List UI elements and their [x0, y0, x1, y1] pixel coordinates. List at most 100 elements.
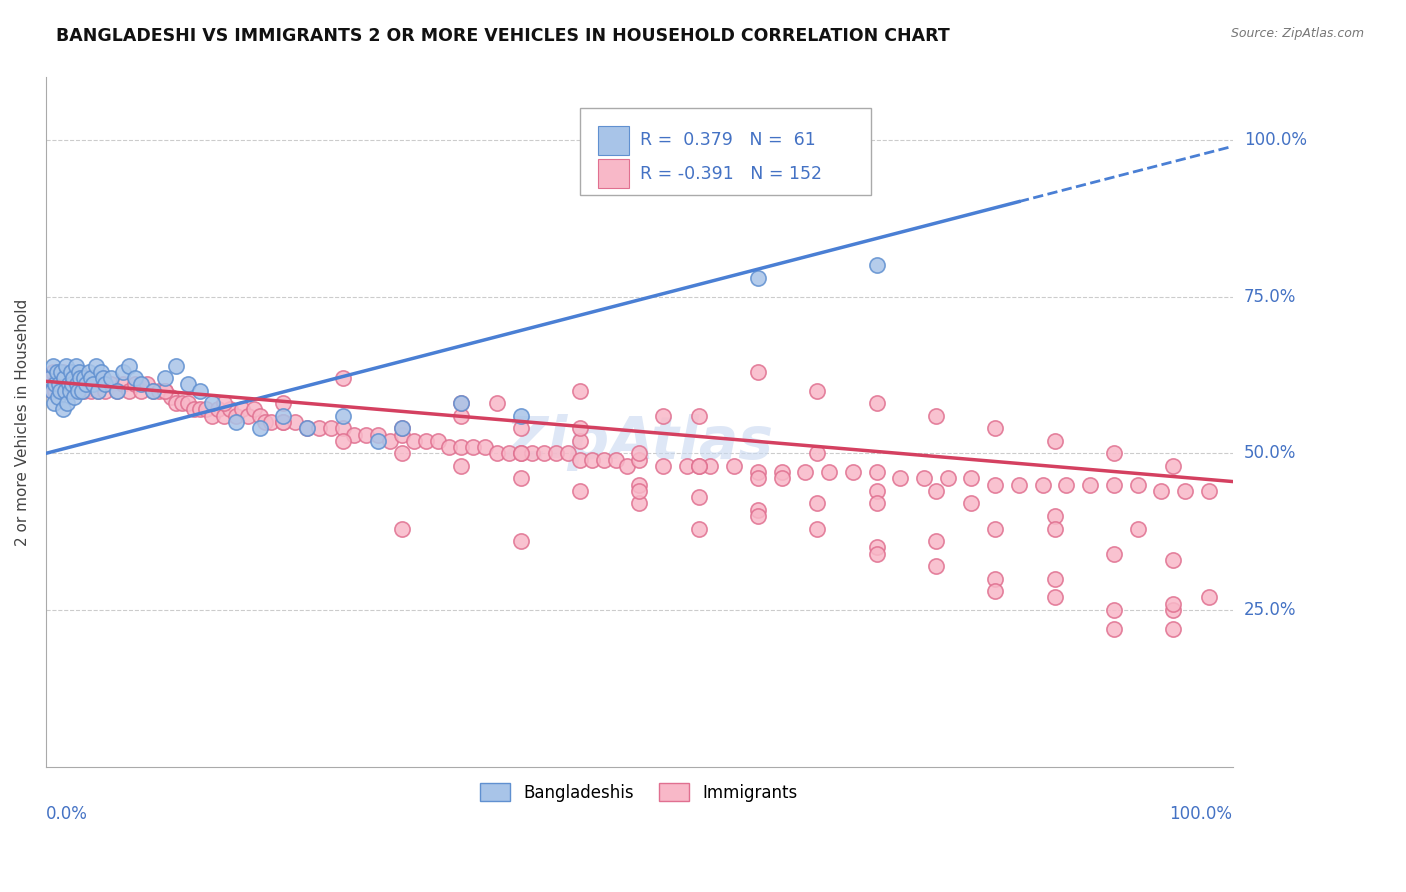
Point: [53, 377, 76, 392]
Point: [391, 421, 413, 435]
Point: [94, 384, 117, 398]
Point: [118, 359, 141, 373]
Point: [1102, 446, 1125, 460]
Text: 75.0%: 75.0%: [1244, 288, 1296, 306]
Point: [90, 365, 112, 379]
Point: [450, 440, 472, 454]
Point: [166, 396, 188, 410]
Point: [52, 402, 75, 417]
Point: [332, 434, 354, 448]
Point: [41, 384, 63, 398]
Point: [806, 522, 828, 536]
Point: [747, 465, 769, 479]
Point: [44, 377, 66, 392]
Point: [58, 377, 80, 392]
Point: [249, 421, 271, 435]
Point: [450, 396, 472, 410]
Point: [73, 371, 96, 385]
Point: [49, 371, 72, 385]
Point: [100, 371, 122, 385]
Point: [82, 377, 104, 392]
Point: [67, 365, 90, 379]
Point: [249, 409, 271, 423]
Point: [485, 446, 508, 460]
Point: [212, 396, 235, 410]
Point: [1043, 522, 1066, 536]
Point: [509, 534, 531, 549]
Point: [509, 421, 531, 435]
Point: [332, 421, 354, 435]
Point: [426, 434, 449, 448]
Point: [806, 446, 828, 460]
Point: [984, 584, 1007, 599]
Point: [509, 409, 531, 423]
Point: [818, 465, 841, 479]
Point: [100, 377, 122, 392]
Text: 50.0%: 50.0%: [1244, 444, 1296, 462]
Point: [42, 359, 65, 373]
Point: [63, 390, 86, 404]
Point: [984, 572, 1007, 586]
Point: [865, 483, 887, 498]
Point: [688, 458, 710, 473]
Point: [67, 377, 90, 392]
Point: [80, 384, 103, 398]
Point: [46, 390, 69, 404]
Point: [1102, 603, 1125, 617]
Point: [747, 502, 769, 516]
Point: [90, 377, 112, 392]
Point: [474, 440, 496, 454]
Point: [219, 402, 242, 417]
Point: [48, 377, 70, 392]
Point: [723, 458, 745, 473]
Point: [1161, 603, 1184, 617]
Point: [770, 471, 793, 485]
Point: [865, 547, 887, 561]
Point: [616, 458, 638, 473]
Point: [45, 365, 67, 379]
Point: [485, 396, 508, 410]
Point: [1161, 458, 1184, 473]
Point: [70, 371, 93, 385]
Point: [172, 396, 194, 410]
Point: [806, 152, 828, 166]
Point: [166, 359, 188, 373]
Point: [1161, 553, 1184, 567]
Point: [242, 402, 264, 417]
Point: [66, 371, 89, 385]
Point: [153, 371, 176, 385]
Point: [63, 384, 86, 398]
Point: [568, 483, 591, 498]
Point: [546, 446, 568, 460]
Point: [195, 402, 218, 417]
Point: [45, 371, 67, 385]
Point: [450, 396, 472, 410]
Point: [56, 371, 79, 385]
Point: [936, 471, 959, 485]
Point: [378, 434, 401, 448]
Point: [509, 471, 531, 485]
Point: [688, 522, 710, 536]
Point: [319, 421, 342, 435]
Point: [87, 384, 110, 398]
Point: [118, 384, 141, 398]
Point: [498, 446, 520, 460]
Point: [59, 384, 82, 398]
Point: [568, 421, 591, 435]
Point: [747, 508, 769, 523]
Text: 0.0%: 0.0%: [46, 805, 87, 823]
Point: [44, 377, 66, 392]
Point: [75, 377, 97, 392]
Point: [38, 371, 60, 385]
Point: [605, 452, 627, 467]
Point: [112, 365, 135, 379]
Point: [129, 377, 152, 392]
Point: [1043, 434, 1066, 448]
Point: [509, 446, 531, 460]
Point: [688, 409, 710, 423]
Point: [865, 396, 887, 410]
Point: [628, 477, 651, 491]
Point: [1078, 477, 1101, 491]
Text: R =  0.379   N =  61: R = 0.379 N = 61: [641, 131, 817, 150]
Point: [236, 409, 259, 423]
